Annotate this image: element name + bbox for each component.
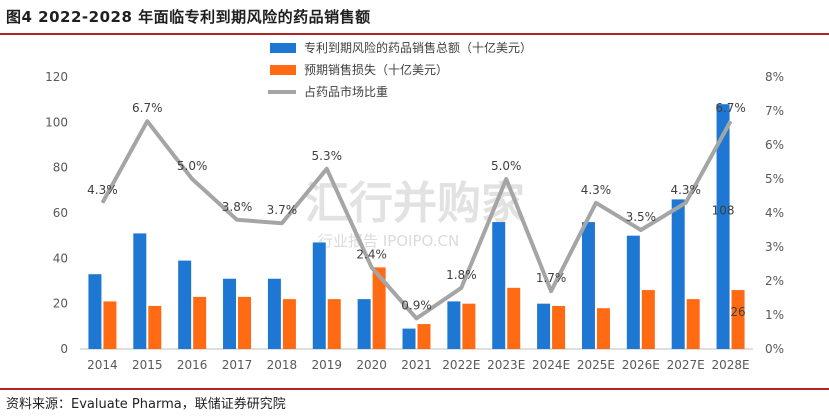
bar-series0 (88, 274, 102, 349)
watermark-main: 汇行并购家 (305, 178, 525, 229)
bar-data-label: 108 (712, 203, 735, 217)
bar-series0 (178, 260, 192, 349)
y-right-tick-label: 5% (765, 172, 784, 186)
x-tick-label: 2024E (532, 358, 570, 372)
y-left-tick-label: 20 (53, 297, 68, 311)
bar-series1 (686, 299, 700, 349)
bar-series1 (148, 305, 162, 349)
x-tick-label: 2022E (442, 358, 480, 372)
x-tick-label: 2015 (132, 358, 163, 372)
bar-series0 (312, 242, 326, 349)
bar-series1 (462, 303, 476, 349)
line-data-label: 4.3% (87, 183, 118, 197)
y-right-tick-label: 6% (765, 138, 784, 152)
x-tick-label: 2018 (267, 358, 298, 372)
line-data-label: 5.0% (491, 159, 522, 173)
bar-series1 (103, 301, 117, 349)
line-data-label: 1.7% (536, 271, 567, 285)
x-tick-label: 2025E (577, 358, 615, 372)
y-right-tick-label: 7% (765, 104, 784, 118)
x-tick-label: 2019 (311, 358, 342, 372)
y-right-tick-label: 2% (765, 274, 784, 288)
legend-label: 预期销售损失（十亿美元） (304, 62, 448, 77)
y-left-tick-label: 120 (45, 70, 68, 84)
x-tick-label: 2023E (487, 358, 525, 372)
x-tick-label: 2028E (712, 358, 750, 372)
source-note: 资料来源：Evaluate Pharma，联储证券研究院 (6, 397, 286, 412)
bar-series0 (626, 235, 640, 349)
share-line (100, 119, 733, 321)
y-left-tick-label: 0 (60, 342, 68, 356)
bar-series1 (282, 299, 296, 349)
y-right-tick-label: 0% (765, 342, 784, 356)
bar-series0 (357, 299, 371, 349)
bar-data-label: 26 (730, 305, 745, 319)
line-data-label: 5.3% (312, 149, 343, 163)
bar-series0 (671, 199, 685, 349)
figure-title: 图4 2022-2028 年面临专利到期风险的药品销售额 (6, 8, 371, 26)
line-data-label: 4.3% (670, 183, 701, 197)
x-tick-label: 2017 (222, 358, 253, 372)
x-tick-label: 2016 (177, 358, 208, 372)
bar-series1 (596, 308, 610, 349)
y-left-tick-label: 60 (53, 206, 68, 220)
bar-series1 (641, 290, 655, 349)
line-data-label: 3.5% (626, 210, 657, 224)
watermark-sub: 行业报告 IPOIPO.CN (318, 232, 459, 250)
bar-series0 (537, 303, 551, 349)
y-right-tick-label: 3% (765, 240, 784, 254)
y-left-tick-label: 100 (45, 115, 68, 129)
line-data-label: 4.3% (581, 183, 612, 197)
line-data-label: 3.7% (267, 203, 298, 217)
y-right-tick-label: 8% (765, 70, 784, 84)
line-data-label: 6.7% (715, 101, 746, 115)
y-left-tick-label: 80 (53, 161, 68, 175)
x-tick-label: 2014 (87, 358, 118, 372)
bar-series0 (581, 222, 595, 349)
y-right-tick-label: 1% (765, 308, 784, 322)
bar-series0 (267, 278, 281, 349)
bar-series0 (447, 301, 461, 349)
line-data-label: 3.8% (222, 200, 253, 214)
bar-series0 (402, 328, 416, 349)
bar-series1 (552, 305, 566, 349)
bar-series0 (133, 233, 147, 349)
x-tick-label: 2021 (401, 358, 432, 372)
bar-series1 (372, 267, 386, 349)
legend-label: 专利到期风险的药品销售总额（十亿美元） (304, 40, 532, 55)
x-tick-label: 2020 (356, 358, 387, 372)
y-right-tick-label: 4% (765, 206, 784, 220)
y-left-tick-label: 40 (53, 251, 68, 265)
bar-series1 (417, 324, 431, 349)
line-data-label: 2.4% (356, 247, 387, 261)
bar-series1 (731, 290, 745, 349)
legend-label: 占药品市场比重 (304, 84, 388, 99)
line-data-label: 1.8% (446, 268, 477, 282)
bar-series1 (507, 287, 521, 349)
legend-swatch (270, 43, 296, 53)
bar-series0 (492, 222, 506, 349)
bar-series1 (238, 296, 252, 349)
source-divider (0, 388, 829, 390)
bar-series0 (716, 104, 730, 349)
legend-swatch (270, 65, 296, 75)
x-tick-label: 2027E (667, 358, 705, 372)
bar-series1 (327, 299, 341, 349)
line-data-label: 6.7% (132, 101, 163, 115)
title-divider (0, 33, 829, 35)
bar-series1 (193, 296, 207, 349)
bar-series0 (223, 278, 237, 349)
line-data-label: 0.9% (401, 298, 432, 312)
line-data-label: 5.0% (177, 159, 208, 173)
x-tick-label: 2026E (622, 358, 660, 372)
